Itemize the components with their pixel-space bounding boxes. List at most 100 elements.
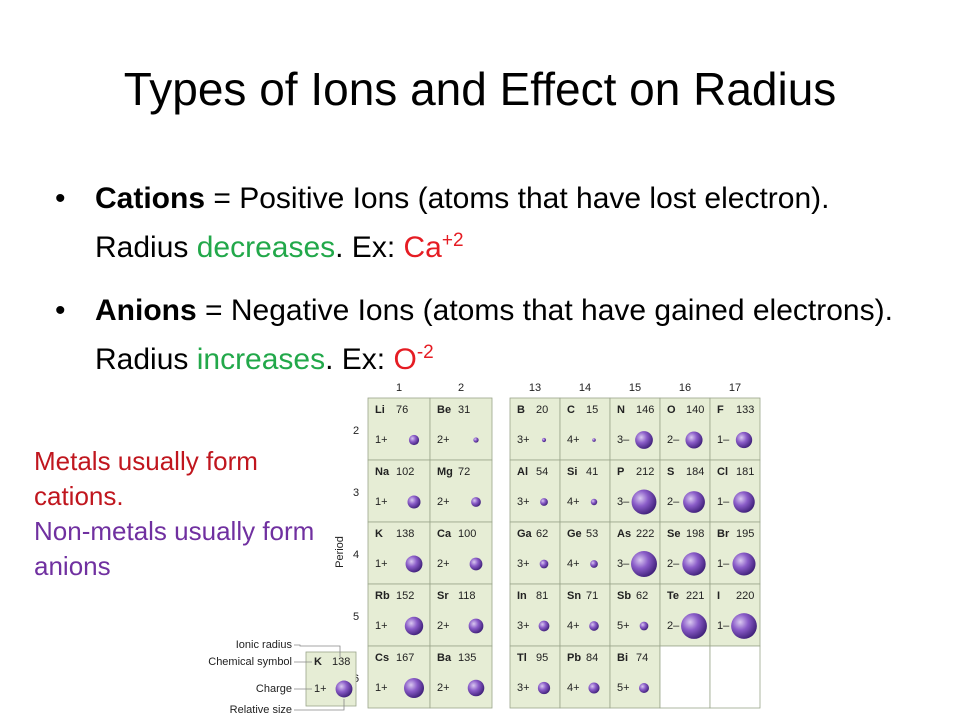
- charge: 3–: [617, 496, 630, 508]
- ion-size: [405, 555, 423, 573]
- symbol: Ga: [517, 528, 533, 540]
- ion-size: [732, 552, 756, 576]
- symbol: Mg: [437, 466, 453, 478]
- ion-size: [631, 489, 657, 515]
- symbol: Tl: [517, 652, 527, 664]
- note-text: Non-metals usually form anions: [34, 516, 315, 581]
- bullet-text: . Ex:: [335, 231, 404, 264]
- radius: 133: [736, 404, 754, 416]
- legend-label: Relative size: [230, 704, 292, 716]
- charge: 2+: [437, 496, 450, 508]
- radius: 72: [458, 466, 470, 478]
- cell: [429, 397, 493, 461]
- symbol: Sn: [567, 590, 581, 602]
- bullet-text: = Positive Ions (atoms that have lost el…: [95, 182, 830, 264]
- group-label: 14: [579, 382, 591, 394]
- radius: 212: [636, 466, 654, 478]
- charge: 2+: [437, 620, 450, 632]
- charge: 4+: [567, 558, 580, 570]
- symbol: Se: [667, 528, 680, 540]
- charge: 3+: [517, 496, 530, 508]
- charge: 5+: [617, 682, 630, 694]
- legend-label: Ionic radius: [236, 639, 293, 651]
- period-axis-label: Period: [334, 536, 346, 568]
- slide-title: Types of Ions and Effect on Radius: [123, 63, 837, 115]
- ion-size: [537, 681, 551, 695]
- ion-size: [639, 683, 649, 693]
- cell: [609, 645, 661, 709]
- legend-label: Chemical symbol: [208, 656, 292, 668]
- cell: [429, 583, 493, 647]
- radius: 138: [396, 528, 414, 540]
- symbol: Cs: [375, 652, 389, 664]
- charge: 2–: [667, 434, 680, 446]
- term: Cations: [95, 182, 206, 215]
- symbol: Al: [517, 466, 528, 478]
- ion-size: [590, 498, 598, 506]
- radius: 195: [736, 528, 754, 540]
- charge: 3–: [617, 434, 630, 446]
- radius: 221: [686, 590, 704, 602]
- ion-size: [540, 498, 548, 506]
- symbol: Rb: [375, 590, 390, 602]
- cell: [429, 645, 493, 709]
- legend-radius: 138: [332, 656, 350, 668]
- ion-size: [733, 491, 755, 513]
- radius: 31: [458, 404, 470, 416]
- symbol: Ba: [437, 652, 452, 664]
- cell: [367, 459, 431, 523]
- radius: 54: [536, 466, 548, 478]
- legend-symbol: K: [314, 656, 322, 668]
- ion-size: [473, 437, 479, 443]
- ion-size: [731, 613, 757, 639]
- ion-size: [469, 557, 483, 571]
- symbol: Ge: [567, 528, 582, 540]
- ion-size: [588, 682, 600, 694]
- charge: 2–: [667, 558, 680, 570]
- symbol: Be: [437, 404, 451, 416]
- charge: 2+: [437, 682, 450, 694]
- bullet-text: . Ex:: [325, 343, 394, 376]
- symbol: F: [717, 404, 724, 416]
- keyword: decreases: [196, 231, 336, 264]
- term: Anions: [95, 294, 197, 327]
- cell: [559, 397, 611, 461]
- radius: 167: [396, 652, 414, 664]
- radius: 184: [686, 466, 704, 478]
- cell: [509, 459, 561, 523]
- symbol: S: [667, 466, 674, 478]
- period-label: 2: [353, 425, 359, 437]
- note: Metals usually form cations. Non-metals u…: [34, 444, 354, 584]
- charge: 3+: [517, 682, 530, 694]
- cell: [709, 645, 761, 709]
- radius: 81: [536, 590, 548, 602]
- cell: [367, 645, 431, 709]
- charge: 3+: [517, 558, 530, 570]
- ion-size: [681, 613, 707, 639]
- cell: [709, 521, 761, 585]
- charge: 4+: [567, 434, 580, 446]
- ion-size: [639, 621, 649, 631]
- symbol: Sb: [617, 590, 631, 602]
- symbol: K: [375, 528, 383, 540]
- keyword: increases: [196, 343, 326, 376]
- symbol: Cl: [717, 466, 728, 478]
- ion-size: [468, 618, 484, 634]
- radius: 152: [396, 590, 414, 602]
- ion-size: [403, 677, 425, 699]
- symbol: Br: [717, 528, 730, 540]
- ion-size: [631, 551, 657, 577]
- charge: 4+: [567, 682, 580, 694]
- radius: 118: [458, 590, 476, 602]
- group-label: 15: [629, 382, 641, 394]
- radius: 140: [686, 404, 704, 416]
- legend-label: Charge: [256, 683, 292, 695]
- charge: 1+: [375, 620, 388, 632]
- charge: 5+: [617, 620, 630, 632]
- cell: [367, 397, 431, 461]
- charge: 1–: [717, 496, 730, 508]
- leader-line: [294, 699, 345, 711]
- charge: 2–: [667, 496, 680, 508]
- period-label: 3: [353, 487, 359, 499]
- bullet: Anions = Negative Ions (atoms that have …: [55, 290, 895, 381]
